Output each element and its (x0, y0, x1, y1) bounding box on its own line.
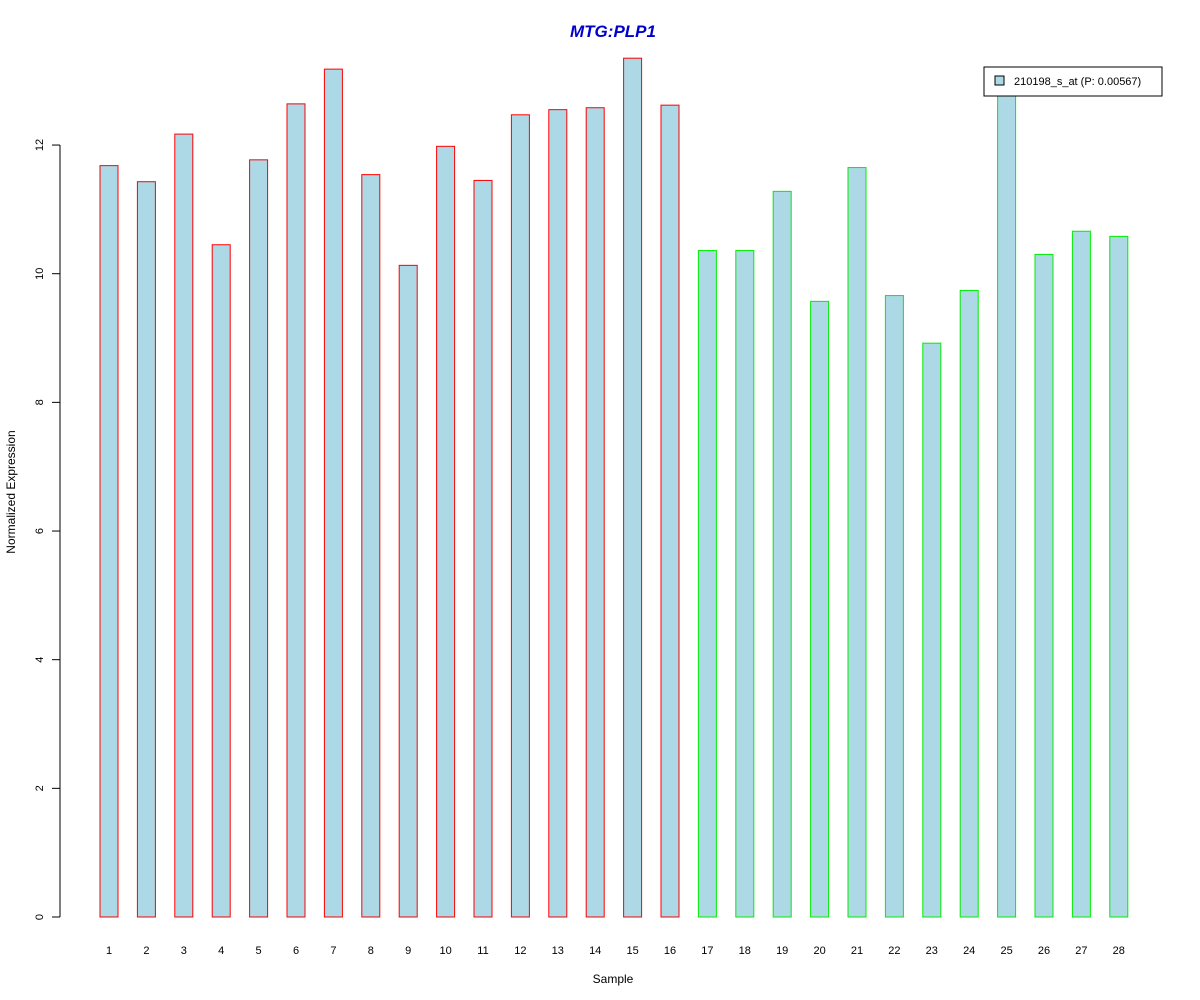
y-tick-label: 8 (34, 399, 46, 405)
bar-sample-23 (922, 342, 942, 918)
x-tick-label: 21 (851, 945, 863, 957)
y-axis: 0 2 4 6 8 10 12 (34, 139, 61, 920)
bar-sample-15 (623, 57, 643, 918)
bar-sample-3 (174, 133, 194, 918)
x-tick-label: 11 (477, 945, 488, 957)
x-tick-label: 2 (143, 945, 149, 957)
x-tick-label: 18 (739, 945, 751, 957)
bar-sample-9 (398, 264, 418, 918)
y-tick-label: 12 (34, 139, 46, 151)
x-tick-label: 13 (552, 945, 564, 957)
bar-sample-14 (585, 107, 605, 918)
x-tick-label: 5 (256, 945, 262, 957)
x-tick-label: 9 (405, 945, 411, 957)
legend: 210198_s_at (P: 0.00567) (983, 66, 1163, 97)
x-tick-label: 4 (218, 945, 224, 957)
y-tick-label: 4 (34, 657, 46, 663)
x-axis-label: Sample (593, 972, 634, 986)
x-tick-label: 8 (368, 945, 374, 957)
bar-sample-5 (249, 159, 269, 918)
bar-sample-16 (660, 104, 680, 918)
bar-sample-11 (473, 179, 493, 918)
bar-sample-6 (286, 103, 306, 918)
legend-entry-label: 210198_s_at (P: 0.00567) (1014, 76, 1141, 88)
x-tick-labels: 1 2 3 4 5 6 7 8 9 10 11 12 13 14 15 16 17 18 19 20 21 22 23 24 2… (106, 945, 1125, 957)
bar-sample-10 (436, 145, 456, 918)
y-tick-label: 10 (34, 268, 46, 280)
bar-sample-4 (211, 244, 231, 918)
bar-sample-17 (697, 250, 717, 918)
x-tick-label: 17 (701, 945, 713, 957)
y-axis-label: Normalized Expression (4, 430, 18, 553)
x-tick-label: 12 (514, 945, 526, 957)
x-tick-label: 16 (664, 945, 676, 957)
x-tick-label: 25 (1000, 945, 1012, 957)
y-tick-label: 2 (34, 785, 46, 791)
x-tick-label: 7 (330, 945, 336, 957)
bar-sample-20 (810, 300, 830, 918)
legend-swatch (994, 75, 1005, 86)
bar-sample-27 (1071, 230, 1091, 918)
x-tick-label: 14 (589, 945, 601, 957)
bar-sample-21 (847, 167, 867, 918)
bar-sample-22 (884, 295, 904, 918)
bar-sample-8 (361, 174, 381, 918)
y-tick-label: 0 (34, 914, 46, 920)
legend-box (983, 66, 1163, 97)
bar-sample-1 (99, 165, 119, 918)
bar-sample-28 (1109, 235, 1129, 918)
x-tick-label: 27 (1075, 945, 1087, 957)
x-tick-label: 19 (776, 945, 788, 957)
bar-sample-25 (997, 86, 1017, 918)
bar-sample-12 (510, 114, 530, 918)
x-tick-label: 22 (888, 945, 900, 957)
bar-sample-26 (1034, 253, 1054, 918)
x-tick-label: 10 (439, 945, 451, 957)
x-tick-label: 26 (1038, 945, 1050, 957)
bar-sample-7 (323, 68, 343, 918)
y-tick-label: 6 (34, 528, 46, 534)
chart-title: MTG:PLP1 (570, 22, 656, 41)
x-tick-label: 28 (1113, 945, 1125, 957)
bars-group (99, 57, 1129, 918)
bar-sample-24 (959, 289, 979, 918)
x-tick-label: 15 (626, 945, 638, 957)
x-tick-label: 20 (813, 945, 825, 957)
bar-sample-2 (136, 181, 156, 918)
bar-sample-19 (772, 190, 792, 918)
bar-sample-13 (548, 109, 568, 918)
x-tick-label: 3 (181, 945, 187, 957)
x-tick-label: 24 (963, 945, 975, 957)
bar-sample-18 (735, 250, 755, 918)
x-tick-label: 1 (106, 945, 112, 957)
x-tick-label: 23 (926, 945, 938, 957)
x-tick-label: 6 (293, 945, 299, 957)
